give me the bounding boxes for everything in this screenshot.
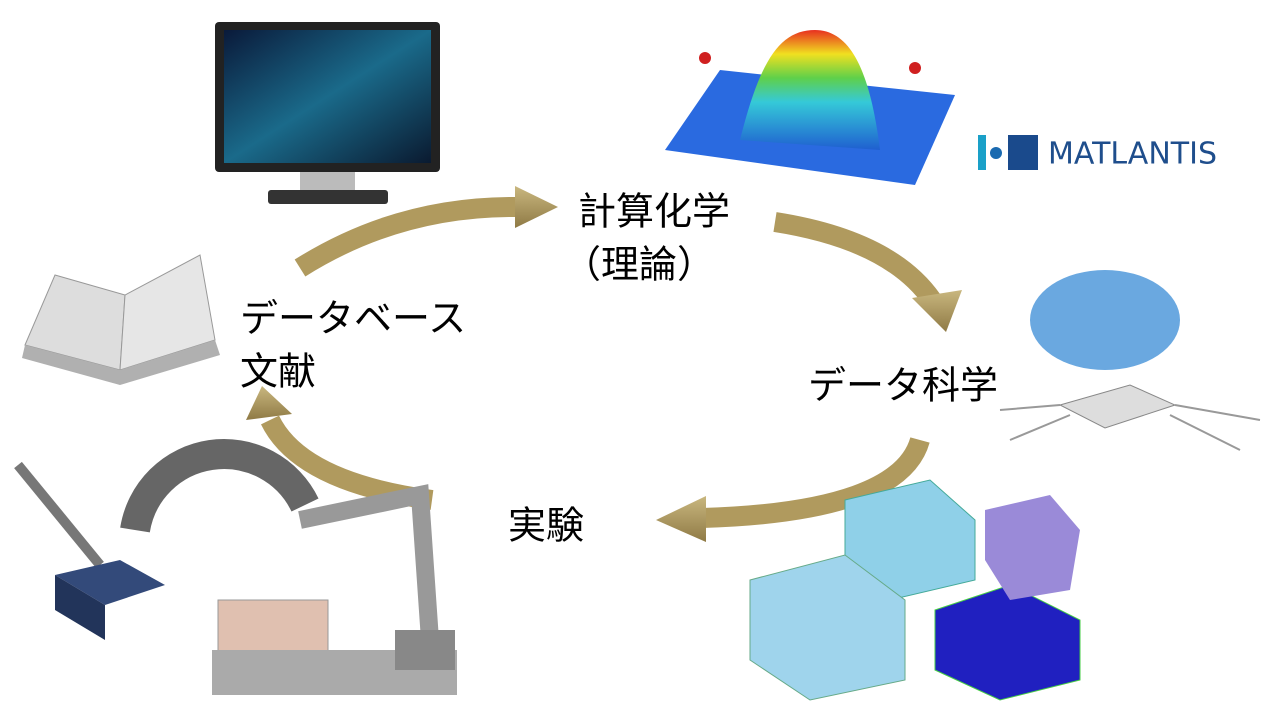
- arrow-head: [246, 386, 292, 420]
- book-illustration: [22, 254, 220, 385]
- book-page: [119, 254, 216, 371]
- sample: [55, 560, 165, 605]
- surface-peak: [740, 30, 880, 150]
- monitor-stand: [300, 172, 355, 192]
- crystal: [985, 495, 1080, 600]
- detector: [120, 439, 319, 533]
- sample: [55, 575, 105, 640]
- monitor-base: [268, 190, 388, 204]
- matlantis-logo: MATLANTIS: [978, 135, 1217, 172]
- robot-base: [395, 630, 455, 670]
- arrow: [773, 212, 941, 306]
- arrow-head: [912, 290, 962, 332]
- node-label: データベース: [240, 297, 466, 341]
- logo-mark: [990, 147, 1002, 159]
- logo-mark: [978, 135, 986, 170]
- monitor-screen: [224, 30, 431, 163]
- surface-illustration: [665, 30, 955, 185]
- node-label: データ科学: [808, 364, 998, 408]
- monitor-illustration: [215, 22, 440, 204]
- logo-mark: [1008, 135, 1038, 170]
- lab-illustration: [14, 439, 457, 695]
- crystal: [749, 554, 906, 701]
- molecule: [699, 52, 711, 64]
- node-label: 計算化学: [578, 190, 730, 234]
- arrow-head: [656, 496, 706, 542]
- chip: [1058, 384, 1177, 429]
- brain-illustration: [999, 270, 1261, 451]
- crystal: [934, 584, 1081, 701]
- node-sublabel: （理論）: [563, 243, 715, 287]
- brain: [1030, 270, 1180, 370]
- book-cover: [22, 340, 220, 385]
- arrow: [294, 196, 521, 277]
- node-sublabel: 文献: [240, 350, 316, 394]
- logo-text: MATLANTIS: [1048, 137, 1217, 172]
- crystal-illustration: [749, 479, 1081, 701]
- arrow: [701, 436, 930, 528]
- circuit: [999, 404, 1261, 451]
- robot-arm: [298, 484, 439, 641]
- molecule: [909, 62, 921, 74]
- arrow-head: [515, 186, 558, 228]
- node-label: 実験: [508, 504, 584, 548]
- source: [14, 461, 104, 569]
